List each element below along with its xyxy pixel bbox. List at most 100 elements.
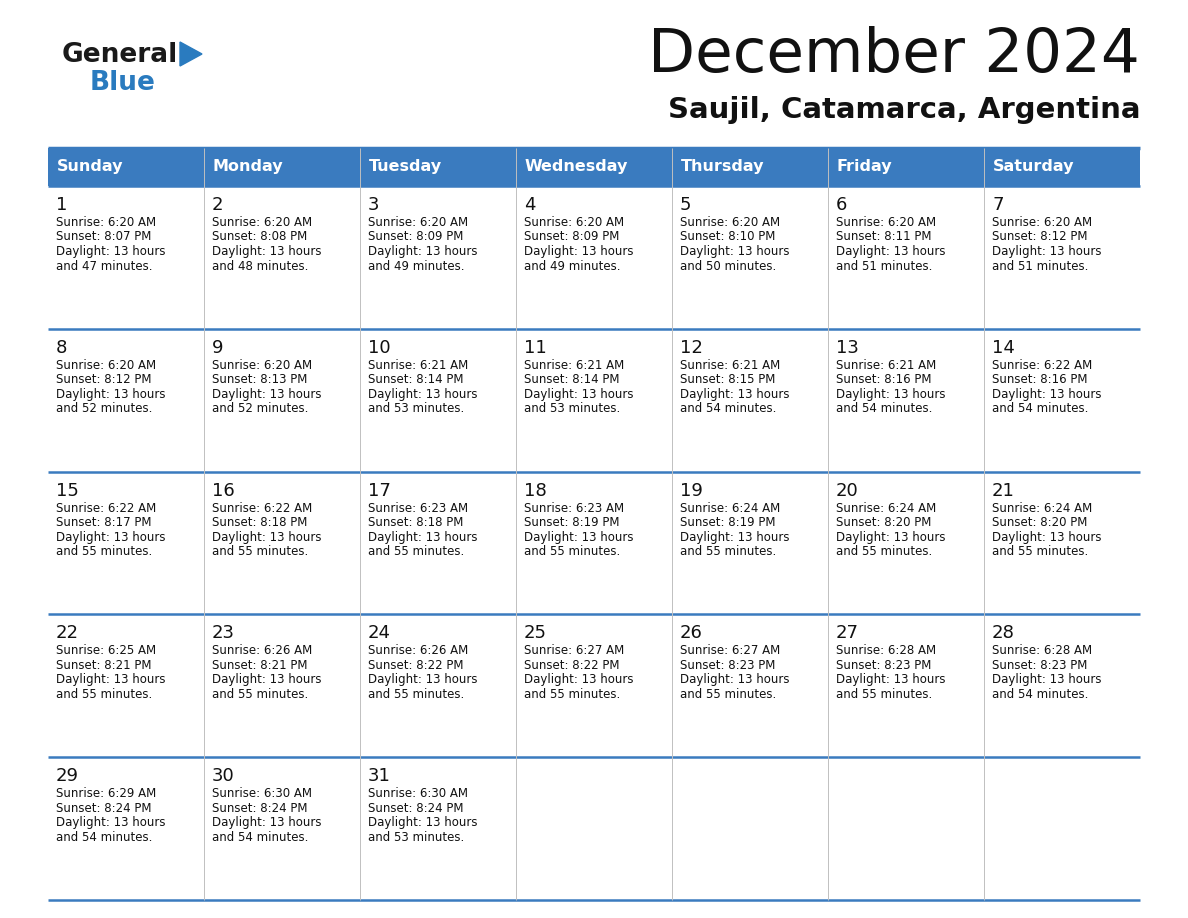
Text: and 54 minutes.: and 54 minutes.: [992, 402, 1088, 415]
Text: and 47 minutes.: and 47 minutes.: [56, 260, 152, 273]
Text: Sunset: 8:24 PM: Sunset: 8:24 PM: [56, 801, 152, 814]
Text: 9: 9: [211, 339, 223, 357]
Bar: [48, 148, 204, 186]
Bar: [984, 472, 1140, 614]
Text: Daylight: 13 hours: Daylight: 13 hours: [56, 387, 165, 401]
Text: and 55 minutes.: and 55 minutes.: [56, 688, 152, 701]
Text: Sunrise: 6:20 AM: Sunrise: 6:20 AM: [368, 216, 468, 229]
Text: and 55 minutes.: and 55 minutes.: [836, 545, 933, 558]
Text: and 55 minutes.: and 55 minutes.: [211, 545, 308, 558]
Text: Saujil, Catamarca, Argentina: Saujil, Catamarca, Argentina: [668, 96, 1140, 124]
Bar: [516, 329, 672, 472]
Text: Daylight: 13 hours: Daylight: 13 hours: [368, 674, 478, 687]
Text: and 55 minutes.: and 55 minutes.: [992, 545, 1088, 558]
Text: Daylight: 13 hours: Daylight: 13 hours: [992, 674, 1101, 687]
Text: Sunrise: 6:25 AM: Sunrise: 6:25 AM: [56, 644, 156, 657]
Text: Sunrise: 6:24 AM: Sunrise: 6:24 AM: [680, 501, 781, 515]
Text: and 50 minutes.: and 50 minutes.: [680, 260, 776, 273]
Text: Sunrise: 6:21 AM: Sunrise: 6:21 AM: [836, 359, 936, 372]
Text: Sunset: 8:16 PM: Sunset: 8:16 PM: [992, 374, 1087, 386]
Text: 19: 19: [680, 482, 703, 499]
Text: Daylight: 13 hours: Daylight: 13 hours: [836, 674, 946, 687]
Bar: [984, 329, 1140, 472]
Text: Daylight: 13 hours: Daylight: 13 hours: [56, 674, 165, 687]
Bar: [672, 186, 828, 329]
Text: 13: 13: [836, 339, 859, 357]
Text: Sunset: 8:23 PM: Sunset: 8:23 PM: [836, 659, 931, 672]
Text: Daylight: 13 hours: Daylight: 13 hours: [524, 245, 633, 258]
Text: Blue: Blue: [90, 70, 156, 96]
Text: Wednesday: Wednesday: [525, 160, 628, 174]
Text: Sunrise: 6:27 AM: Sunrise: 6:27 AM: [680, 644, 781, 657]
Text: 18: 18: [524, 482, 546, 499]
Text: Sunrise: 6:29 AM: Sunrise: 6:29 AM: [56, 788, 157, 800]
Text: Sunset: 8:07 PM: Sunset: 8:07 PM: [56, 230, 151, 243]
Text: Daylight: 13 hours: Daylight: 13 hours: [211, 674, 322, 687]
Text: Daylight: 13 hours: Daylight: 13 hours: [56, 531, 165, 543]
Text: and 55 minutes.: and 55 minutes.: [368, 688, 465, 701]
Text: Sunset: 8:13 PM: Sunset: 8:13 PM: [211, 374, 308, 386]
Text: Sunset: 8:23 PM: Sunset: 8:23 PM: [680, 659, 776, 672]
Text: Daylight: 13 hours: Daylight: 13 hours: [680, 387, 790, 401]
Text: Sunset: 8:19 PM: Sunset: 8:19 PM: [524, 516, 619, 529]
Text: Daylight: 13 hours: Daylight: 13 hours: [836, 531, 946, 543]
Text: Saturday: Saturday: [993, 160, 1074, 174]
Text: Monday: Monday: [213, 160, 284, 174]
Text: Sunrise: 6:23 AM: Sunrise: 6:23 AM: [368, 501, 468, 515]
Text: and 55 minutes.: and 55 minutes.: [680, 688, 776, 701]
Bar: [48, 757, 204, 900]
Bar: [984, 614, 1140, 757]
Text: Sunset: 8:20 PM: Sunset: 8:20 PM: [992, 516, 1087, 529]
Bar: [828, 329, 984, 472]
Text: Sunrise: 6:20 AM: Sunrise: 6:20 AM: [992, 216, 1092, 229]
Bar: [360, 614, 516, 757]
Text: 8: 8: [56, 339, 68, 357]
Bar: [672, 757, 828, 900]
Text: December 2024: December 2024: [649, 26, 1140, 85]
Text: Daylight: 13 hours: Daylight: 13 hours: [524, 674, 633, 687]
Text: and 54 minutes.: and 54 minutes.: [56, 831, 152, 844]
Bar: [204, 757, 360, 900]
Text: and 55 minutes.: and 55 minutes.: [524, 688, 620, 701]
Bar: [48, 614, 204, 757]
Bar: [984, 186, 1140, 329]
Text: 5: 5: [680, 196, 691, 214]
Text: Daylight: 13 hours: Daylight: 13 hours: [836, 245, 946, 258]
Text: Daylight: 13 hours: Daylight: 13 hours: [680, 531, 790, 543]
Text: Sunset: 8:21 PM: Sunset: 8:21 PM: [211, 659, 308, 672]
Text: and 52 minutes.: and 52 minutes.: [56, 402, 152, 415]
Text: Sunrise: 6:21 AM: Sunrise: 6:21 AM: [368, 359, 468, 372]
Bar: [204, 148, 360, 186]
Text: Sunrise: 6:21 AM: Sunrise: 6:21 AM: [680, 359, 781, 372]
Bar: [516, 614, 672, 757]
Text: Sunset: 8:17 PM: Sunset: 8:17 PM: [56, 516, 152, 529]
Text: 30: 30: [211, 767, 235, 785]
Text: Daylight: 13 hours: Daylight: 13 hours: [524, 531, 633, 543]
Polygon shape: [181, 42, 202, 66]
Text: Friday: Friday: [838, 160, 892, 174]
Text: and 52 minutes.: and 52 minutes.: [211, 402, 309, 415]
Text: Sunset: 8:09 PM: Sunset: 8:09 PM: [524, 230, 619, 243]
Text: Sunset: 8:11 PM: Sunset: 8:11 PM: [836, 230, 931, 243]
Text: Sunset: 8:15 PM: Sunset: 8:15 PM: [680, 374, 776, 386]
Text: Sunset: 8:09 PM: Sunset: 8:09 PM: [368, 230, 463, 243]
Text: and 55 minutes.: and 55 minutes.: [56, 545, 152, 558]
Bar: [204, 472, 360, 614]
Text: 2: 2: [211, 196, 223, 214]
Text: 16: 16: [211, 482, 235, 499]
Text: Daylight: 13 hours: Daylight: 13 hours: [680, 245, 790, 258]
Bar: [360, 148, 516, 186]
Bar: [516, 148, 672, 186]
Text: Sunset: 8:18 PM: Sunset: 8:18 PM: [211, 516, 308, 529]
Bar: [360, 329, 516, 472]
Text: 22: 22: [56, 624, 78, 643]
Text: and 54 minutes.: and 54 minutes.: [211, 831, 309, 844]
Bar: [828, 186, 984, 329]
Text: Thursday: Thursday: [681, 160, 765, 174]
Text: and 49 minutes.: and 49 minutes.: [524, 260, 620, 273]
Text: 3: 3: [368, 196, 379, 214]
Text: Sunrise: 6:20 AM: Sunrise: 6:20 AM: [211, 359, 312, 372]
Text: Sunrise: 6:24 AM: Sunrise: 6:24 AM: [836, 501, 936, 515]
Text: 14: 14: [992, 339, 1015, 357]
Text: Sunset: 8:22 PM: Sunset: 8:22 PM: [368, 659, 463, 672]
